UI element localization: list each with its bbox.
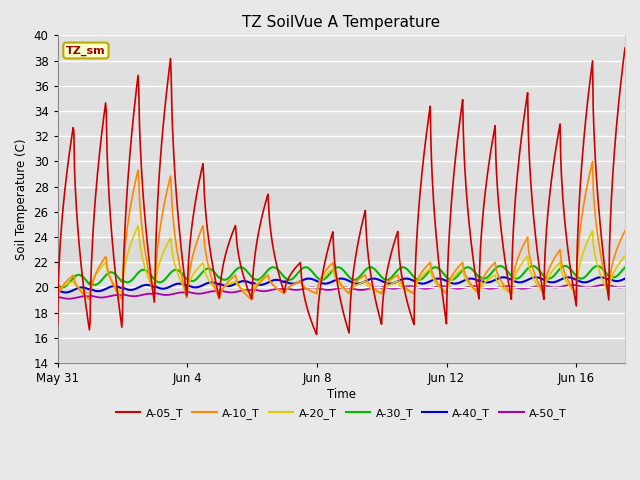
Bar (58, 187, 625, 212)
Bar (58, 312, 625, 338)
Bar (58, 212, 625, 237)
Title: TZ SoilVue A Temperature: TZ SoilVue A Temperature (242, 15, 440, 30)
Bar (58, 288, 625, 312)
Y-axis label: Soil Temperature (C): Soil Temperature (C) (15, 138, 28, 260)
Bar (58, 237, 625, 262)
Text: TZ_sm: TZ_sm (66, 45, 106, 56)
X-axis label: Time: Time (327, 388, 356, 401)
Legend: A-05_T, A-10_T, A-20_T, A-30_T, A-40_T, A-50_T: A-05_T, A-10_T, A-20_T, A-30_T, A-40_T, … (111, 403, 572, 423)
Bar (58, 338, 625, 363)
Bar (58, 262, 625, 288)
